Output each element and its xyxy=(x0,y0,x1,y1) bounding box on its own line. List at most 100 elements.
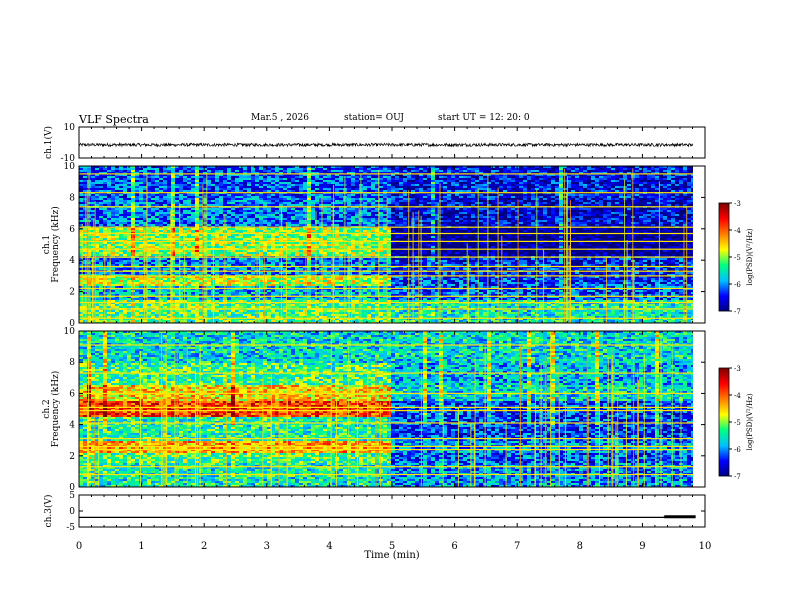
spectro-cell xyxy=(263,268,267,270)
spectro-cell xyxy=(91,220,95,222)
spectro-cell xyxy=(139,176,143,178)
spectro-cell xyxy=(91,180,95,182)
spectro-cell xyxy=(127,316,131,318)
spectro-cell xyxy=(263,170,267,172)
spectro-cell xyxy=(243,198,247,200)
spectro-cell xyxy=(319,182,323,184)
spectro-cell xyxy=(271,236,275,238)
spectro-cell xyxy=(183,196,187,198)
spectro-cell xyxy=(159,252,163,254)
spectro-cell xyxy=(103,174,107,176)
spectro-cell xyxy=(323,230,327,232)
spectro-cell xyxy=(247,306,251,308)
spectro-cell xyxy=(167,274,171,276)
spectro-cell xyxy=(179,320,183,322)
spectro-cell xyxy=(143,200,147,202)
spectro-cell xyxy=(99,252,103,254)
spectro-cell xyxy=(207,208,211,210)
spectro-cell xyxy=(107,212,111,214)
spectro-cell xyxy=(291,276,295,278)
spectro-cell xyxy=(79,202,83,204)
spectro-cell xyxy=(219,172,223,174)
spectro-cell xyxy=(119,214,123,216)
spectro-cell xyxy=(315,280,319,282)
spectro-cell xyxy=(287,258,291,260)
spectro-cell xyxy=(199,220,203,222)
spectro-cell xyxy=(295,210,299,212)
spectro-cell xyxy=(319,202,323,204)
spectro-cell xyxy=(287,204,291,206)
spectro-cell xyxy=(127,216,131,218)
spectro-cell xyxy=(175,212,179,214)
spectro-cell xyxy=(271,238,275,240)
spectro-cell xyxy=(207,180,211,182)
spectro-cell xyxy=(171,200,175,202)
spectro-cell xyxy=(171,258,175,260)
spectro-cell xyxy=(195,178,199,180)
spectro-cell xyxy=(151,320,155,322)
spectro-cell xyxy=(231,196,235,198)
spectro-cell xyxy=(139,234,143,236)
spectro-cell xyxy=(163,216,167,218)
spectro-cell xyxy=(115,188,119,190)
spectro-cell xyxy=(163,292,167,294)
spectro-cell xyxy=(95,244,99,246)
spectro-cell xyxy=(191,318,195,320)
spectro-cell xyxy=(243,250,247,252)
spectro-cell xyxy=(111,280,115,282)
spectro-cell xyxy=(243,236,247,238)
spectro-cell xyxy=(143,214,147,216)
spectro-cell xyxy=(119,278,123,280)
spectro-cell xyxy=(211,176,215,178)
spectro-cell xyxy=(151,230,155,232)
spectro-cell xyxy=(215,176,219,178)
spectro-cell xyxy=(171,280,175,282)
spectro-cell xyxy=(115,264,119,266)
spectro-cell xyxy=(79,284,83,286)
spectro-cell xyxy=(255,246,259,248)
spectro-cell xyxy=(139,320,143,322)
spectro-cell xyxy=(243,222,247,224)
spectro-cell xyxy=(243,186,247,188)
spectro-cell xyxy=(263,220,267,222)
spectro-cell xyxy=(247,252,251,254)
spectro-cell xyxy=(311,242,315,244)
spectro-cell xyxy=(299,278,303,280)
spectro-cell xyxy=(323,190,327,192)
spectro-cell xyxy=(123,220,127,222)
spectro-cell xyxy=(155,286,159,288)
spectro-cell xyxy=(195,176,199,178)
spectro-cell xyxy=(151,294,155,296)
spectro-cell xyxy=(127,258,131,260)
spectro-cell xyxy=(107,194,111,196)
spectro-cell xyxy=(243,242,247,244)
spectro-cell xyxy=(283,214,287,216)
spectro-cell xyxy=(243,274,247,276)
spectro-cell xyxy=(103,224,107,226)
spectro-cell xyxy=(135,264,139,266)
spectro-cell xyxy=(83,286,87,288)
spectro-cell xyxy=(275,184,279,186)
spectro-cell xyxy=(311,294,315,296)
spectro-cell xyxy=(319,252,323,254)
spectro-cell xyxy=(259,238,263,240)
spectro-cell xyxy=(311,190,315,192)
spectro-cell xyxy=(191,262,195,264)
spectro-cell xyxy=(247,186,251,188)
spectro-cell xyxy=(259,230,263,232)
spectro-cell xyxy=(135,268,139,270)
spectro-cell xyxy=(303,276,307,278)
spectro-cell xyxy=(311,246,315,248)
spectro-cell xyxy=(247,320,251,322)
spectro-cell xyxy=(215,296,219,298)
spectro-cell xyxy=(291,168,295,170)
spectro-cell xyxy=(155,230,159,232)
spectro-cell xyxy=(255,212,259,214)
spectro-cell xyxy=(303,196,307,198)
spectro-cell xyxy=(103,228,107,230)
spectro-cell xyxy=(115,304,119,306)
spectro-cell xyxy=(143,210,147,212)
spectro-cell xyxy=(175,242,179,244)
spectro-cell xyxy=(243,298,247,300)
spectro-cell xyxy=(79,168,83,170)
